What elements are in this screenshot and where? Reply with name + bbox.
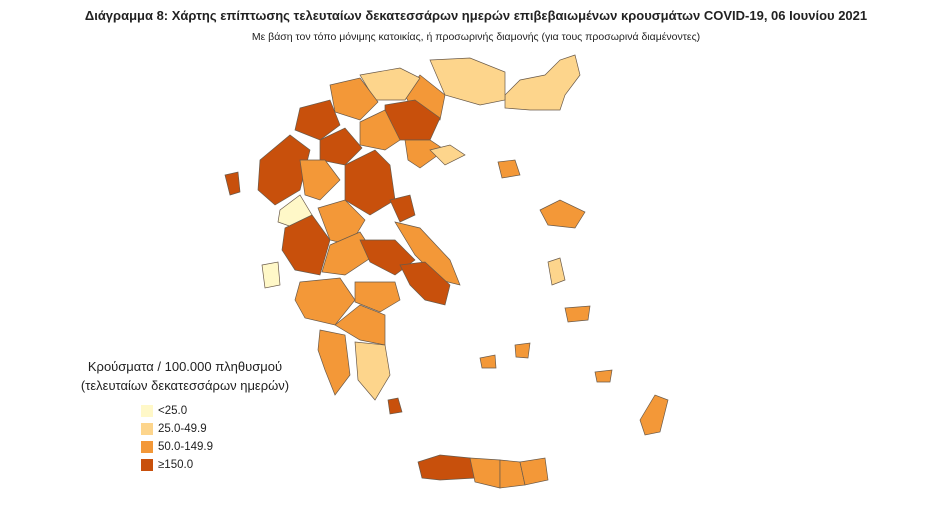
legend-label: <25.0	[158, 405, 187, 417]
region	[404, 139, 446, 169]
region	[479, 354, 497, 369]
region	[497, 159, 521, 179]
region	[281, 214, 331, 276]
region	[389, 194, 416, 223]
region	[294, 99, 341, 141]
region	[399, 261, 451, 306]
region	[519, 457, 549, 486]
title: Διάγραμμα 8: Χάρτης επίπτωσης τελευταίων…	[85, 8, 867, 23]
legend-label: ≥150.0	[158, 459, 193, 471]
region	[639, 394, 669, 436]
legend-swatch	[141, 423, 153, 435]
region	[564, 305, 591, 323]
legend-title: Κρούσματα / 100.000 πληθυσμού	[88, 359, 282, 374]
legend-swatch	[141, 459, 153, 471]
region	[319, 127, 363, 166]
legend-swatch	[141, 405, 153, 417]
region	[359, 109, 401, 151]
region	[504, 54, 581, 111]
region	[261, 261, 281, 289]
region	[299, 159, 341, 201]
region	[594, 369, 613, 383]
region	[317, 329, 351, 396]
legend-label: 25.0-49.9	[158, 423, 207, 435]
region	[469, 457, 501, 489]
region	[387, 397, 403, 415]
legend-title: (τελευταίων δεκατεσσάρων ημερών)	[81, 378, 289, 393]
legend-items: <25.0 25.0-49.9 50.0-149.9 ≥150.0	[141, 405, 213, 471]
legend: Κρούσματα / 100.000 πληθυσμού (τελευταίω…	[81, 359, 289, 471]
region	[539, 199, 586, 229]
region	[547, 257, 566, 286]
region	[334, 304, 386, 346]
region	[514, 342, 531, 359]
region	[417, 454, 476, 481]
region	[329, 77, 379, 121]
region	[224, 171, 241, 196]
region	[354, 341, 391, 401]
region	[344, 149, 396, 216]
map	[224, 54, 669, 489]
subtitle: Με βάση τον τόπο μόνιμης κατοικίας, ή πρ…	[252, 31, 700, 43]
region	[317, 199, 366, 246]
legend-swatch	[141, 441, 153, 453]
region	[257, 134, 311, 206]
region	[394, 221, 461, 286]
legend-label: 50.0-149.9	[158, 441, 213, 453]
region	[354, 281, 401, 313]
region	[429, 144, 466, 166]
